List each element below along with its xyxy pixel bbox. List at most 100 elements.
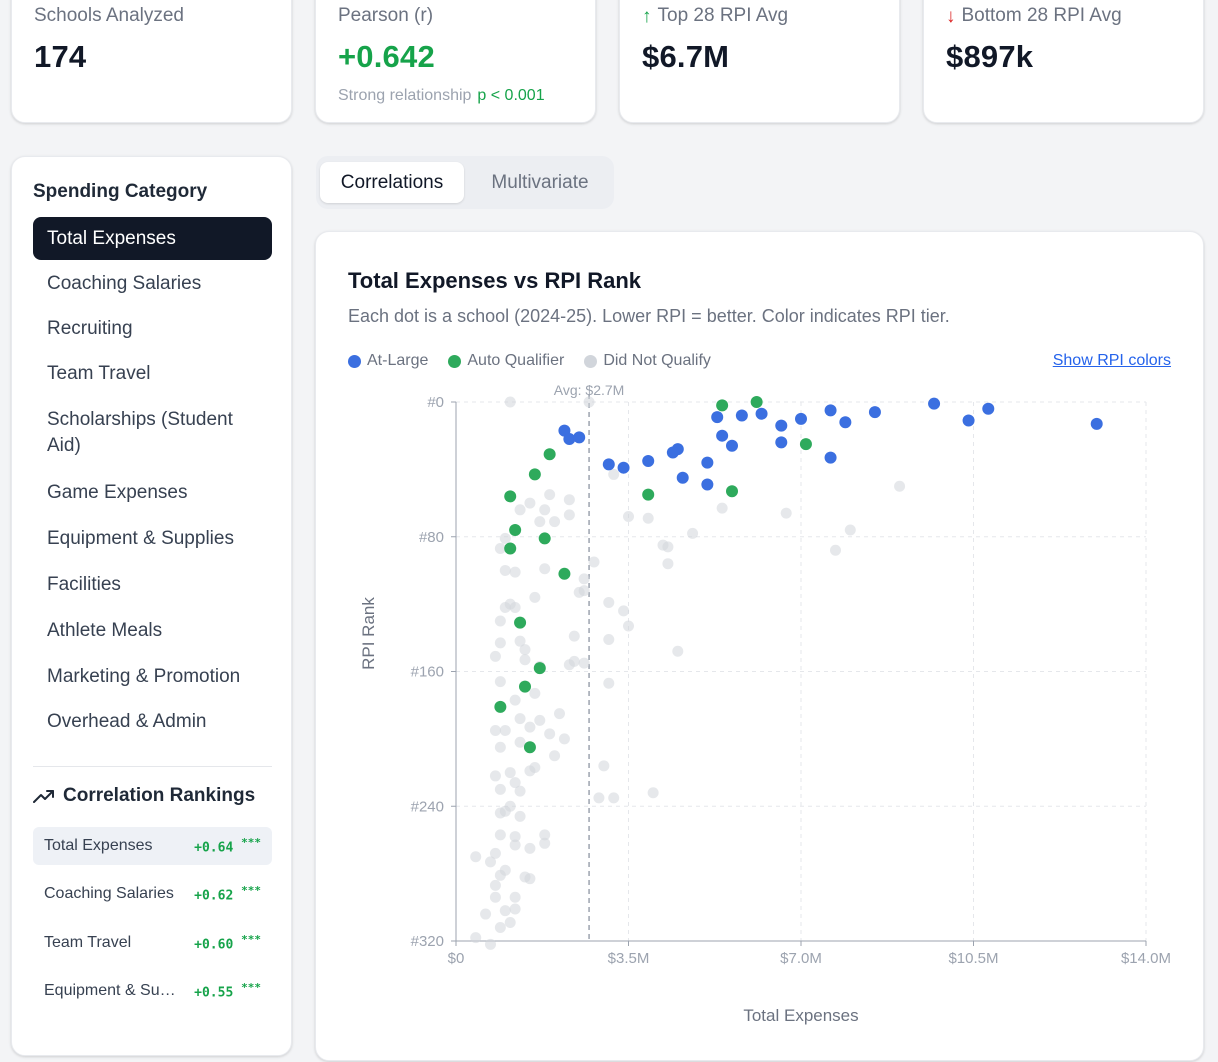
stat-subtext: Strong relationship p < 0.001 — [338, 87, 573, 105]
data-point-auto-qualifier — [558, 567, 571, 580]
data-point-did-not-qualify — [514, 785, 526, 797]
y-tick-label: #160 — [411, 664, 444, 681]
data-point-did-not-qualify — [662, 558, 674, 570]
legend-swatch — [584, 354, 598, 368]
data-point-at-large — [701, 478, 714, 491]
legend-item-at-large: At-Large — [348, 352, 428, 370]
category-item-1[interactable]: Coaching Salaries — [47, 273, 202, 294]
divider — [33, 766, 272, 767]
data-point-did-not-qualify — [539, 504, 551, 516]
data-point-did-not-qualify — [603, 596, 615, 608]
category-item-7[interactable]: Facilities — [47, 574, 121, 595]
data-point-did-not-qualify — [509, 694, 521, 706]
stat-label: Top 28 RPI Avg — [657, 5, 789, 26]
tab-multivariate[interactable]: Multivariate — [491, 172, 589, 193]
data-point-did-not-qualify — [647, 787, 659, 799]
data-point-did-not-qualify — [568, 630, 580, 642]
y-axis-label: RPI Rank — [359, 597, 378, 670]
data-point-auto-qualifier — [523, 741, 536, 754]
data-point-did-not-qualify — [519, 644, 531, 656]
legend-item-auto-qualifier: Auto Qualifier — [448, 352, 564, 370]
data-point-auto-qualifier — [528, 468, 541, 481]
data-point-did-not-qualify — [489, 770, 501, 782]
data-point-did-not-qualify — [608, 792, 620, 804]
ranking-row[interactable]: Team Travel +0.60 *** — [33, 924, 272, 962]
data-point-did-not-qualify — [514, 713, 526, 725]
category-item-0[interactable]: Total Expenses — [33, 217, 272, 260]
show-rpi-colors-link[interactable]: Show RPI colors — [1052, 352, 1171, 369]
significance-stars: *** — [241, 836, 261, 850]
data-point-at-large — [711, 411, 724, 424]
arrow-down-icon: ↓ — [946, 5, 956, 27]
data-point-did-not-qualify — [563, 659, 575, 671]
y-tick-label: #320 — [411, 933, 444, 950]
y-tick-label: #0 — [427, 394, 444, 411]
data-point-did-not-qualify — [539, 829, 551, 841]
category-item-2[interactable]: Recruiting — [47, 318, 133, 339]
data-point-auto-qualifier — [533, 662, 546, 675]
legend-swatch — [448, 354, 462, 368]
data-point-did-not-qualify — [608, 468, 620, 480]
data-point-at-large — [755, 407, 768, 420]
chart-legend: At-Large Auto Qualifier Did Not Qualify — [348, 352, 711, 370]
arrow-up-icon: ↑ — [642, 5, 652, 27]
x-axis-label: Total Expenses — [743, 1006, 858, 1025]
data-point-auto-qualifier — [799, 438, 812, 451]
data-point-did-not-qualify — [672, 645, 684, 657]
data-point-did-not-qualify — [509, 903, 521, 915]
data-point-did-not-qualify — [588, 556, 600, 568]
ranking-row[interactable]: Total Expenses +0.64 *** — [33, 827, 272, 865]
data-point-auto-qualifier — [509, 524, 522, 537]
data-point-did-not-qualify — [563, 509, 575, 521]
tab-correlations[interactable]: Correlations — [320, 162, 464, 203]
category-item-3[interactable]: Team Travel — [47, 363, 151, 384]
data-point-did-not-qualify — [578, 573, 590, 585]
data-point-at-large — [868, 406, 881, 419]
data-point-did-not-qualify — [504, 396, 516, 408]
stat-value: $897k — [946, 39, 1034, 74]
x-tick-label: $0 — [448, 950, 465, 967]
data-point-did-not-qualify — [780, 507, 792, 519]
data-point-did-not-qualify — [524, 497, 536, 509]
x-tick-label: $14.0M — [1121, 950, 1171, 967]
data-point-did-not-qualify — [894, 480, 906, 492]
data-point-at-large — [726, 439, 738, 452]
category-item-6[interactable]: Equipment & Supplies — [47, 528, 234, 549]
data-point-did-not-qualify — [499, 905, 511, 917]
data-point-did-not-qualify — [514, 736, 526, 748]
data-point-did-not-qualify — [489, 847, 501, 859]
data-point-did-not-qualify — [578, 657, 590, 669]
ranking-row[interactable]: Equipment & Supplies +0.55 *** — [33, 972, 272, 1010]
stat-value: $6.7M — [642, 39, 730, 74]
data-point-did-not-qualify — [509, 839, 521, 851]
legend-swatch — [348, 354, 361, 368]
data-point-did-not-qualify — [687, 527, 699, 539]
data-point-auto-qualifier — [538, 532, 551, 545]
data-point-did-not-qualify — [558, 733, 570, 745]
correlation-rankings-title: Correlation Rankings — [33, 785, 255, 807]
category-item-9[interactable]: Marketing & Promotion — [47, 666, 241, 687]
chart-subtitle: Each dot is a school (2024-25). Lower RP… — [348, 306, 950, 326]
data-point-did-not-qualify — [830, 544, 841, 556]
data-point-did-not-qualify — [509, 891, 521, 903]
data-point-did-not-qualify — [489, 650, 501, 662]
data-point-auto-qualifier — [514, 616, 527, 629]
data-point-at-large — [824, 404, 837, 417]
category-item-5[interactable]: Game Expenses — [47, 482, 188, 503]
data-point-did-not-qualify — [504, 767, 516, 779]
ranking-name: Team Travel — [44, 934, 132, 951]
data-point-auto-qualifier — [494, 700, 507, 713]
category-item-10[interactable]: Overhead & Admin — [47, 711, 207, 732]
ranking-row[interactable]: Coaching Salaries +0.62 *** — [33, 875, 272, 913]
data-point-did-not-qualify — [534, 516, 546, 528]
data-point-at-large — [775, 419, 788, 432]
chart-card: Total Expenses vs RPI Rank Each dot is a… — [315, 231, 1204, 1061]
data-point-did-not-qualify — [494, 807, 506, 819]
category-item-4[interactable]: Scholarships (Student Aid) — [47, 409, 233, 456]
data-point-did-not-qualify — [489, 891, 501, 903]
data-point-did-not-qualify — [470, 851, 482, 863]
data-point-did-not-qualify — [549, 516, 561, 528]
category-item-8[interactable]: Athlete Meals — [47, 620, 163, 641]
data-point-did-not-qualify — [844, 524, 856, 536]
stat-value: +0.642 — [338, 39, 435, 74]
